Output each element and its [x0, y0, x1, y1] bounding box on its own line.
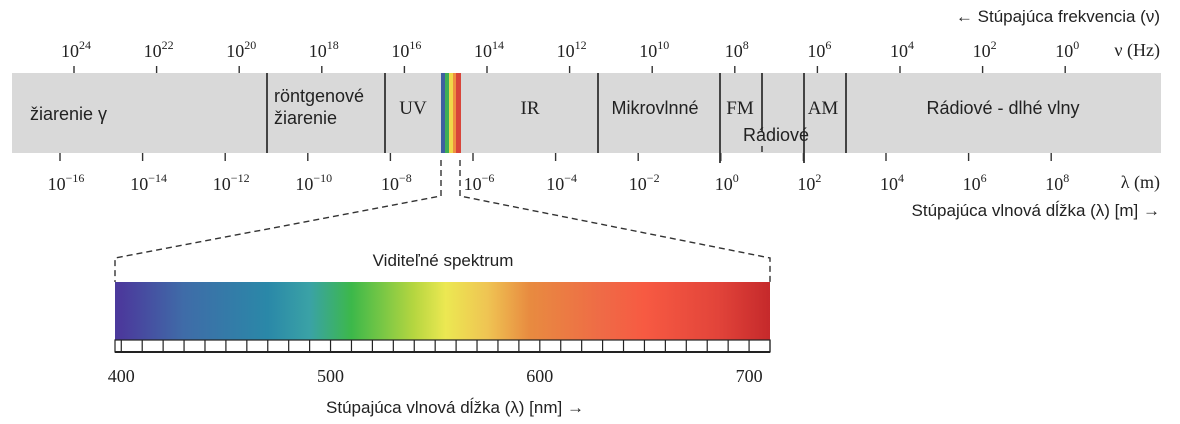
visible-spectrum-gradient: [115, 282, 770, 340]
wavelength-tick-label: 10−6: [464, 171, 495, 194]
frequency-ticks: 1024 1022 1020 1018 1016 1014 1012 1010 108 106 10…: [61, 38, 1079, 73]
band-label-long-radio: Rádiové - dlhé vlny: [926, 98, 1079, 118]
wavelength-tick-label: 10−2: [629, 171, 660, 194]
frequency-tick-label: 102: [973, 38, 997, 61]
visible-strip-orange: [453, 73, 456, 153]
band-label-microwave: Mikrovlnné: [611, 98, 698, 118]
zoom-guide-right: [459, 160, 771, 282]
band-dividers: [266, 73, 847, 163]
band-label-gamma: žiarenie γ: [30, 104, 107, 124]
frequency-tick-label: 1014: [474, 38, 504, 61]
wavelength-tick-label: 10−14: [130, 171, 167, 194]
frequency-tick-label: 1018: [309, 38, 339, 61]
ruler-strip: [114, 339, 771, 353]
frequency-tick-label: 106: [807, 38, 831, 61]
visible-strip-blue: [441, 73, 445, 153]
visible-axis-label: Stúpajúca vlnová dĺžka (λ) [nm] →: [326, 398, 584, 417]
wavelength-unit-label: λ (m): [1121, 172, 1160, 193]
wavelength-tick-label: 10−4: [546, 171, 577, 194]
wavelength-ticks: 10−16 10−14 10−12 10−10 10−8 10−6 10−4 10−2 100 1…: [48, 153, 1069, 194]
band-label-radio: Rádiové: [743, 125, 809, 145]
band-label-uv: UV: [399, 98, 427, 119]
frequency-tick-label: 1022: [144, 38, 174, 61]
visible-ruler: [114, 339, 771, 353]
band-label-ir: IR: [521, 98, 540, 119]
wavelength-tick-label: 10−12: [213, 171, 250, 194]
frequency-tick-label: 1016: [391, 38, 421, 61]
wavelength-tick-label: 108: [1045, 171, 1069, 194]
visible-tick-label: 500: [317, 366, 344, 386]
wavelength-tick-label: 106: [963, 171, 987, 194]
frequency-tick-label: 1010: [639, 38, 669, 61]
visible-tick-label: 700: [736, 366, 763, 386]
visible-spectrum-title: Viditeľné spektrum: [373, 251, 514, 270]
wavelength-direction-label: Stúpajúca vlnová dĺžka (λ) [m] →: [912, 201, 1160, 220]
wavelength-tick-label: 100: [715, 171, 739, 194]
frequency-direction-label: ← Stúpajúca frekvencia (ν): [956, 7, 1160, 26]
frequency-tick-label: 1024: [61, 38, 91, 61]
frequency-tick-label: 104: [890, 38, 914, 61]
frequency-tick-label: 108: [725, 38, 749, 61]
visible-tick-label: 600: [526, 366, 553, 386]
visible-strip-green: [445, 73, 449, 153]
frequency-tick-label: 1020: [226, 38, 256, 61]
frequency-unit-label: ν (Hz): [1114, 40, 1160, 61]
visible-strip-red: [456, 73, 461, 153]
spectrum-band-bar: [12, 73, 1161, 153]
band-label-xray-line2: žiarenie: [274, 108, 337, 128]
wavelength-tick-label: 10−10: [295, 171, 332, 194]
band-label-xray-line1: röntgenové: [274, 86, 364, 106]
wavelength-tick-label: 10−8: [381, 171, 412, 194]
band-label-fm: FM: [726, 98, 754, 119]
frequency-tick-label: 100: [1055, 38, 1079, 61]
wavelength-tick-label: 10−16: [48, 171, 85, 194]
wavelength-tick-label: 102: [797, 171, 821, 194]
frequency-tick-label: 1012: [557, 38, 587, 61]
band-label-am: AM: [808, 98, 839, 119]
visible-tick-labels: 400 500 600 700: [108, 366, 763, 386]
visible-strip-yellow: [449, 73, 453, 153]
wavelength-tick-label: 104: [880, 171, 904, 194]
visible-tick-label: 400: [108, 366, 135, 386]
zoom-guide-left: [114, 160, 442, 282]
